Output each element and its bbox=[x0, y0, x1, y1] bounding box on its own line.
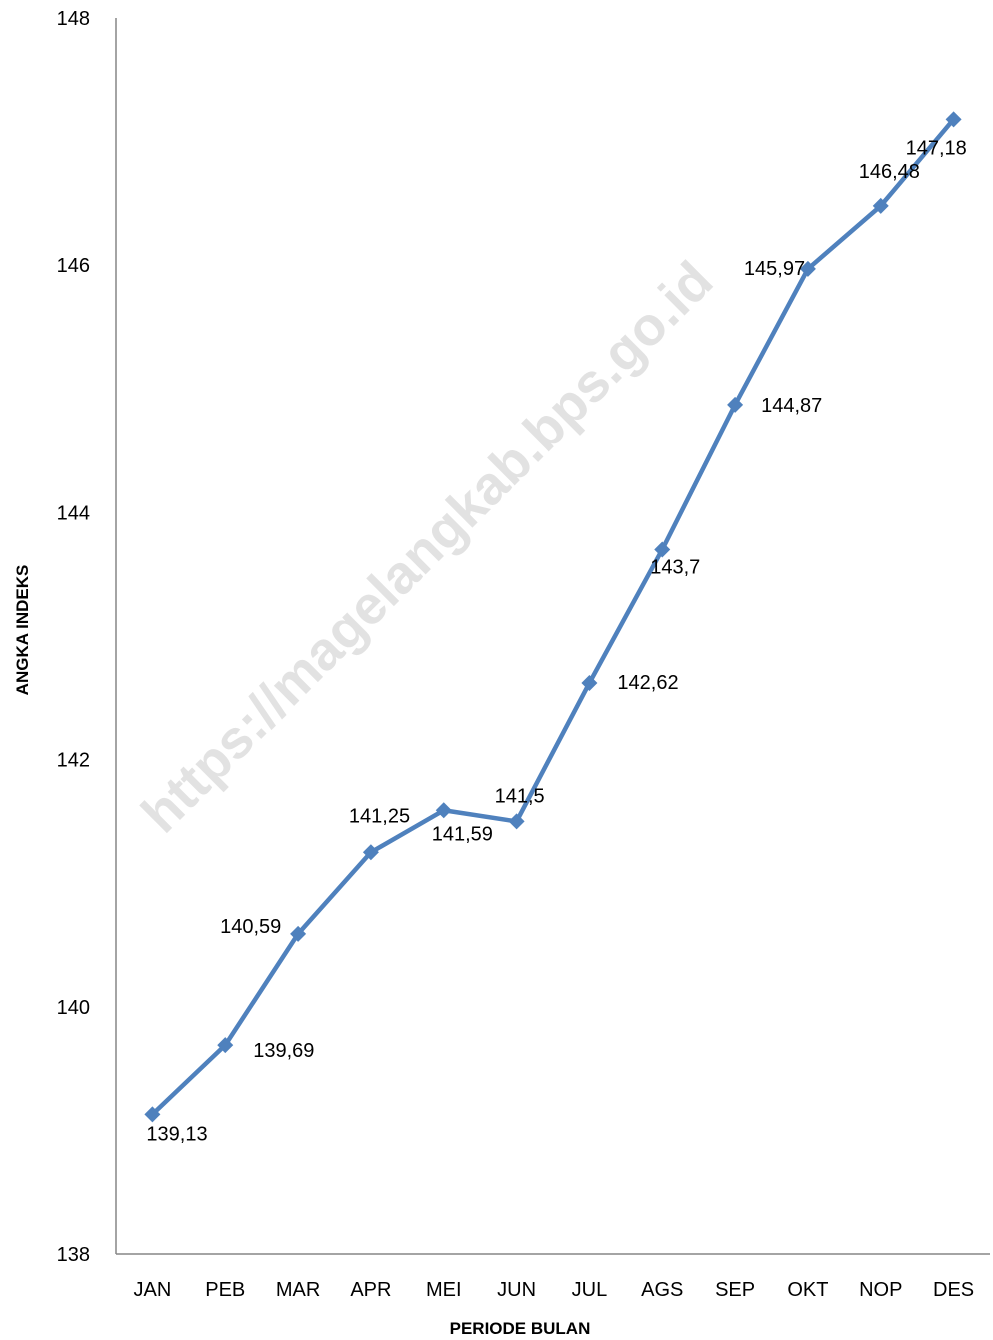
data-label: 146,48 bbox=[859, 161, 920, 183]
data-label: 140,59 bbox=[220, 916, 281, 938]
data-point-marker bbox=[727, 396, 744, 413]
series-line bbox=[150, 117, 956, 1116]
x-tick-label: JUL bbox=[572, 1279, 608, 1301]
x-tick-label: JAN bbox=[134, 1279, 172, 1301]
y-tick-label: 146 bbox=[57, 255, 90, 277]
x-tick-label: JUN bbox=[497, 1279, 536, 1301]
data-point-marker bbox=[435, 802, 452, 819]
x-tick-label: OKT bbox=[787, 1279, 828, 1301]
y-axis-title: ANGKA INDEKS bbox=[13, 565, 32, 696]
data-point-marker bbox=[290, 925, 307, 942]
data-label: 141,25 bbox=[349, 805, 410, 827]
x-tick-label: MEI bbox=[426, 1279, 462, 1301]
y-tick-label: 142 bbox=[57, 750, 90, 772]
y-tick-label: 144 bbox=[57, 502, 90, 524]
x-tick-label: SEP bbox=[715, 1279, 755, 1301]
data-point-marker bbox=[508, 813, 525, 830]
x-tick-label: PEB bbox=[205, 1279, 245, 1301]
data-point-marker bbox=[217, 1037, 234, 1054]
x-tick-label: NOP bbox=[859, 1279, 902, 1301]
data-label: 141,59 bbox=[432, 823, 493, 845]
x-tick-label: MAR bbox=[276, 1279, 320, 1301]
watermark-text: https://magelangkab.bps.go.id bbox=[130, 250, 724, 844]
data-point-marker bbox=[945, 111, 962, 128]
y-axis-ticks: 138 140 142 144 146 148 bbox=[57, 8, 90, 1266]
data-label: 144,87 bbox=[761, 395, 822, 417]
y-tick-label: 140 bbox=[57, 997, 90, 1019]
data-point-marker bbox=[872, 197, 889, 214]
data-label: 147,18 bbox=[906, 137, 967, 159]
data-label: 142,62 bbox=[617, 672, 678, 694]
data-label: 139,69 bbox=[253, 1040, 314, 1062]
x-tick-label: AGS bbox=[641, 1279, 683, 1301]
x-tick-label: DES bbox=[933, 1279, 974, 1301]
data-series bbox=[144, 111, 962, 1123]
data-label: 139,13 bbox=[146, 1123, 207, 1145]
data-point-marker bbox=[362, 844, 379, 861]
data-point-marker bbox=[144, 1106, 161, 1123]
y-tick-label: 138 bbox=[57, 1244, 90, 1266]
x-axis-title: PERIODE BULAN bbox=[450, 1319, 591, 1338]
data-label: 145,97 bbox=[744, 258, 805, 280]
data-label: 141,5 bbox=[495, 785, 545, 807]
data-label: 143,7 bbox=[650, 556, 700, 578]
y-tick-label: 148 bbox=[57, 8, 90, 30]
data-point-marker bbox=[581, 674, 598, 691]
x-axis-ticks: JAN PEB MAR APR MEI JUN JUL AGS SEP OKT NOP DES bbox=[134, 1279, 975, 1301]
data-point-marker bbox=[799, 260, 816, 277]
x-tick-label: APR bbox=[350, 1279, 391, 1301]
data-point-marker bbox=[654, 541, 671, 558]
